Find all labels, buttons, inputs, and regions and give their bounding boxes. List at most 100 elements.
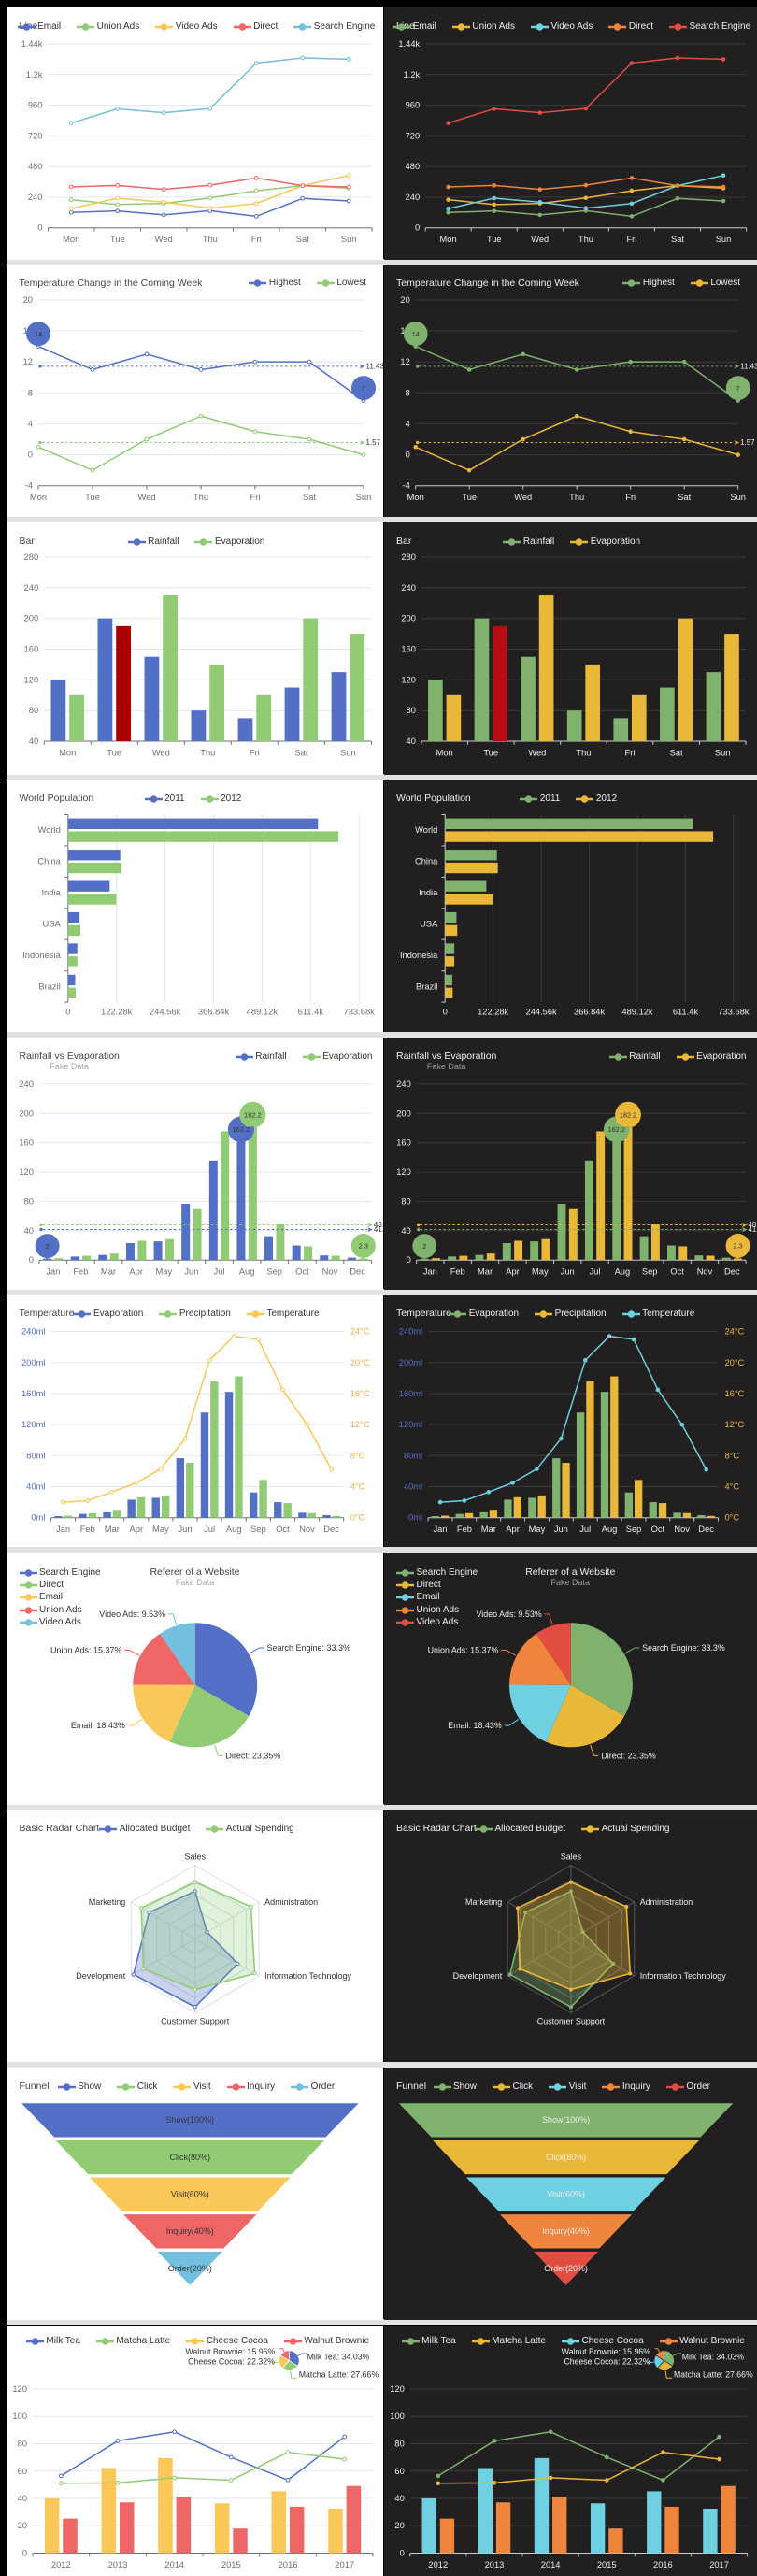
svg-text:0: 0 xyxy=(399,2548,404,2557)
svg-text:Mar: Mar xyxy=(101,1267,116,1277)
svg-text:0: 0 xyxy=(37,222,42,233)
svg-text:Mon: Mon xyxy=(63,234,79,244)
svg-text:Sat: Sat xyxy=(678,492,691,501)
svg-text:240ml: 240ml xyxy=(398,1326,421,1336)
svg-text:Oct: Oct xyxy=(650,1524,664,1533)
svg-text:16°C: 16°C xyxy=(350,1388,370,1398)
svg-text:Jul: Jul xyxy=(579,1524,591,1533)
svg-text:Tue: Tue xyxy=(462,492,477,501)
svg-text:Sat: Sat xyxy=(303,492,316,502)
svg-text:Video Ads: 9.53%: Video Ads: 9.53% xyxy=(99,1610,165,1619)
svg-text:Information Technology: Information Technology xyxy=(639,1970,726,1980)
svg-text:Union Ads: 15.37%: Union Ads: 15.37% xyxy=(427,1645,498,1654)
svg-text:Click(80%): Click(80%) xyxy=(170,2153,211,2162)
svg-text:4°C: 4°C xyxy=(724,1481,739,1491)
svg-text:244.56k: 244.56k xyxy=(150,1006,181,1016)
svg-text:182.2: 182.2 xyxy=(244,1110,262,1119)
svg-text:Tue: Tue xyxy=(483,748,498,757)
svg-text:Thu: Thu xyxy=(576,748,591,757)
svg-text:611.4k: 611.4k xyxy=(672,1007,698,1016)
svg-text:Sun: Sun xyxy=(356,492,372,502)
svg-text:Wed: Wed xyxy=(531,235,549,244)
svg-text:80ml: 80ml xyxy=(26,1450,45,1460)
svg-text:Sales: Sales xyxy=(560,1852,581,1861)
svg-text:Sun: Sun xyxy=(341,234,357,244)
svg-text:Sep: Sep xyxy=(641,1267,657,1276)
svg-text:7: 7 xyxy=(362,383,365,392)
svg-text:4°C: 4°C xyxy=(350,1481,365,1491)
svg-text:Nov: Nov xyxy=(322,1267,338,1277)
svg-text:200ml: 200ml xyxy=(21,1356,46,1367)
svg-text:Wed: Wed xyxy=(528,748,546,757)
svg-text:Sat: Sat xyxy=(671,235,684,244)
svg-text:Thu: Thu xyxy=(193,492,208,502)
svg-text:Mar: Mar xyxy=(478,1267,493,1276)
svg-text:Aug: Aug xyxy=(601,1524,617,1533)
svg-text:Marketing: Marketing xyxy=(465,1896,502,1906)
svg-text:Cheese Cocoa: 22.32%: Cheese Cocoa: 22.32% xyxy=(188,2356,275,2366)
svg-text:0ml: 0ml xyxy=(31,1511,45,1522)
svg-text:Tue: Tue xyxy=(486,235,501,244)
svg-text:120: 120 xyxy=(24,674,39,684)
svg-text:2014: 2014 xyxy=(540,2559,560,2569)
svg-text:Mar: Mar xyxy=(480,1524,495,1533)
svg-text:80ml: 80ml xyxy=(403,1451,421,1460)
svg-text:200: 200 xyxy=(396,1109,411,1118)
svg-text:960: 960 xyxy=(405,101,420,110)
svg-text:120: 120 xyxy=(19,1166,34,1177)
svg-text:14: 14 xyxy=(35,329,42,337)
svg-text:100: 100 xyxy=(390,2411,405,2421)
svg-text:Information Technology: Information Technology xyxy=(264,1970,351,1980)
svg-text:Fri: Fri xyxy=(250,492,261,502)
svg-text:Feb: Feb xyxy=(450,1267,464,1276)
svg-text:1.2k: 1.2k xyxy=(403,70,420,79)
svg-text:USA: USA xyxy=(43,918,62,928)
svg-text:733.68k: 733.68k xyxy=(344,1006,376,1016)
svg-text:2012: 2012 xyxy=(428,2559,448,2569)
svg-text:240: 240 xyxy=(405,193,420,202)
svg-text:120: 120 xyxy=(401,675,416,684)
svg-text:Milk Tea: 34.03%: Milk Tea: 34.03% xyxy=(681,2352,743,2361)
svg-text:May: May xyxy=(528,1524,545,1533)
svg-text:Oct: Oct xyxy=(670,1267,684,1276)
svg-text:20: 20 xyxy=(18,2520,27,2530)
svg-text:182.2: 182.2 xyxy=(619,1110,636,1119)
svg-text:May: May xyxy=(152,1524,169,1534)
svg-text:India: India xyxy=(419,888,438,897)
svg-text:489.12k: 489.12k xyxy=(621,1007,652,1016)
svg-text:41.63: 41.63 xyxy=(748,1225,757,1234)
svg-text:0: 0 xyxy=(29,1254,34,1265)
svg-text:40: 40 xyxy=(18,2493,27,2503)
svg-text:May: May xyxy=(155,1267,172,1277)
svg-text:Aug: Aug xyxy=(239,1267,255,1277)
svg-text:Jun: Jun xyxy=(178,1524,192,1534)
svg-text:Development: Development xyxy=(452,1970,502,1980)
svg-text:8°C: 8°C xyxy=(350,1450,365,1460)
svg-text:1.57: 1.57 xyxy=(740,438,755,447)
svg-text:960: 960 xyxy=(28,100,43,110)
svg-text:80: 80 xyxy=(406,706,415,715)
svg-text:Marketing: Marketing xyxy=(89,1896,126,1906)
svg-text:40: 40 xyxy=(24,1225,34,1236)
svg-text:480: 480 xyxy=(405,162,420,171)
svg-text:Direct: 23.35%: Direct: 23.35% xyxy=(225,1751,280,1760)
svg-text:240: 240 xyxy=(396,1080,411,1089)
svg-text:Sep: Sep xyxy=(266,1267,282,1277)
svg-text:80: 80 xyxy=(24,1195,34,1206)
svg-text:60: 60 xyxy=(394,2466,404,2475)
svg-text:120: 120 xyxy=(390,2383,405,2393)
svg-text:Tue: Tue xyxy=(107,747,121,757)
svg-text:Fri: Fri xyxy=(251,234,262,244)
svg-text:May: May xyxy=(532,1267,549,1276)
svg-text:120ml: 120ml xyxy=(21,1419,46,1429)
svg-text:Wed: Wed xyxy=(514,492,532,501)
svg-text:2017: 2017 xyxy=(335,2558,354,2569)
svg-text:Thu: Thu xyxy=(203,234,218,244)
svg-text:Dec: Dec xyxy=(323,1524,339,1534)
svg-text:733.68k: 733.68k xyxy=(718,1007,749,1016)
svg-text:11.43: 11.43 xyxy=(366,362,384,370)
svg-text:Development: Development xyxy=(76,1970,126,1980)
svg-text:160: 160 xyxy=(396,1138,411,1148)
svg-text:Email: 18.43%: Email: 18.43% xyxy=(448,1721,502,1730)
svg-text:160ml: 160ml xyxy=(398,1388,421,1397)
